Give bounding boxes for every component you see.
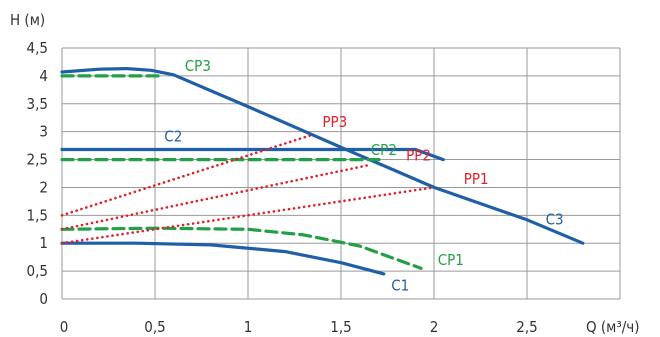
y-tick-label: 4 (39, 67, 48, 85)
label-c1: C1 (391, 277, 409, 295)
label-c2: C2 (164, 128, 182, 146)
label-cp2: CP2 (371, 141, 397, 159)
label-c3: C3 (546, 210, 564, 228)
label-pp2: PP2 (406, 147, 431, 165)
y-tick-label: 3 (39, 123, 48, 141)
x-tick-label: 0 (60, 318, 69, 336)
x-tick-label: 1,5 (330, 318, 351, 336)
label-pp1: PP1 (464, 170, 489, 188)
curve-cp1 (60, 226, 423, 270)
y-tick-label: 0 (39, 290, 48, 308)
curve-pp3 (60, 133, 315, 217)
y-tick-label: 1 (39, 234, 48, 252)
x-axis-label: Q (м³/ч) (586, 318, 640, 336)
y-tick-label: 3,5 (27, 95, 48, 113)
y-axis-label: H (м) (10, 11, 45, 29)
x-tick-label: 0,5 (144, 318, 165, 336)
y-tick-label: 1,5 (27, 206, 48, 224)
curve-pp1 (60, 186, 436, 245)
y-tick-label: 4,5 (27, 39, 48, 57)
y-tick-label: 2,5 (27, 151, 48, 169)
label-cp1: CP1 (438, 251, 464, 269)
curve-c1 (60, 241, 386, 276)
label-pp3: PP3 (322, 113, 347, 131)
curve-pp2 (60, 163, 371, 231)
y-tick-label: 0,5 (27, 262, 48, 280)
y-tick-label: 2 (39, 178, 48, 196)
curve-c2 (60, 147, 445, 162)
label-cp3: CP3 (185, 57, 211, 75)
curve-c3 (60, 66, 585, 245)
axes: 0 0,5 1 1,5 2 2,5 3 3,5 4 4,5 0 0,5 1 1,5 2 2,5 (27, 39, 538, 336)
curve-labels: C1 C2 C3 CP1 CP2 CP3 PP1 PP2 PP3 (164, 57, 563, 295)
x-tick-label: 2,5 (516, 318, 537, 336)
x-tick-label: 2 (430, 318, 439, 336)
series-curves (60, 66, 585, 276)
x-tick-label: 1 (244, 318, 253, 336)
